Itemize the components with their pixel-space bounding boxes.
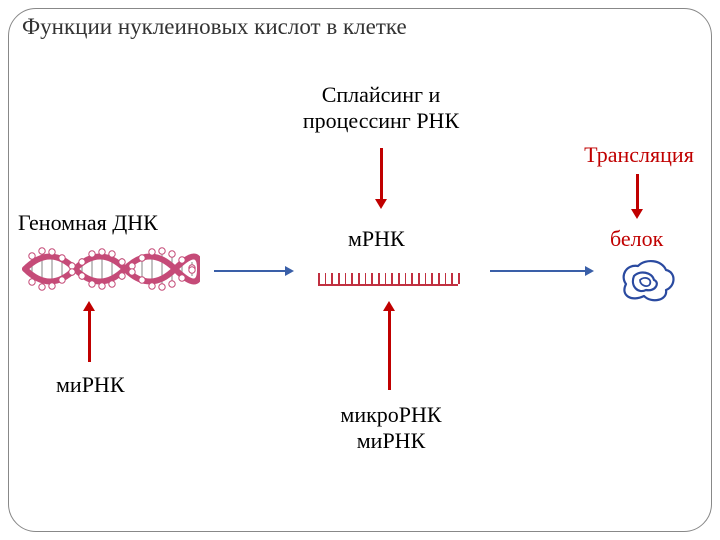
label-microrna-l1: микроРНК bbox=[316, 402, 466, 428]
mrna-backbone bbox=[318, 284, 458, 286]
mrna-tick bbox=[445, 273, 447, 284]
label-genomic-dna: Геномная ДНК bbox=[18, 210, 158, 236]
arrow-splicing-to-mrna bbox=[380, 148, 383, 200]
protein-icon bbox=[616, 256, 678, 304]
label-microrna: микроРНК миРНК bbox=[316, 402, 466, 454]
mrna-tick bbox=[405, 273, 407, 284]
arrow-translation-to-protein bbox=[636, 174, 639, 210]
mrna-tick bbox=[431, 273, 433, 284]
mrna-tick bbox=[451, 273, 453, 284]
label-splicing-l1: Сплайсинг и bbox=[264, 82, 498, 108]
mrna-icon bbox=[318, 268, 458, 288]
arrow-mirnk-to-dna bbox=[88, 310, 91, 362]
page-title: Функции нуклеиновых кислот в клетке bbox=[22, 14, 407, 40]
mrna-tick bbox=[318, 273, 320, 284]
mrna-tick bbox=[385, 273, 387, 284]
mrna-tick bbox=[338, 273, 340, 284]
arrow-dna-to-mrna bbox=[214, 270, 286, 272]
dna-icon bbox=[20, 242, 200, 296]
mrna-tick bbox=[425, 273, 427, 284]
mrna-tick bbox=[358, 273, 360, 284]
label-splicing-l2: процессинг РНК bbox=[264, 108, 498, 134]
mrna-tick bbox=[411, 273, 413, 284]
mrna-tick bbox=[398, 273, 400, 284]
mrna-tick bbox=[345, 273, 347, 284]
mrna-tick bbox=[325, 273, 327, 284]
label-mirnk: миРНК bbox=[56, 372, 125, 398]
mrna-tick bbox=[378, 273, 380, 284]
label-translation: Трансляция bbox=[560, 142, 718, 168]
mrna-tick bbox=[331, 273, 333, 284]
mrna-tick bbox=[418, 273, 420, 284]
arrow-microrna-to-mrna bbox=[388, 310, 391, 390]
arrow-mrna-to-protein bbox=[490, 270, 586, 272]
mrna-tick bbox=[371, 273, 373, 284]
mrna-tick bbox=[458, 273, 460, 284]
mrna-tick bbox=[438, 273, 440, 284]
label-protein: белок bbox=[610, 226, 663, 252]
label-mrna: мРНК bbox=[348, 226, 405, 252]
mrna-tick bbox=[365, 273, 367, 284]
mrna-tick bbox=[351, 273, 353, 284]
mrna-tick bbox=[391, 273, 393, 284]
label-splicing: Сплайсинг и процессинг РНК bbox=[264, 82, 498, 134]
label-microrna-l2: миРНК bbox=[316, 428, 466, 454]
